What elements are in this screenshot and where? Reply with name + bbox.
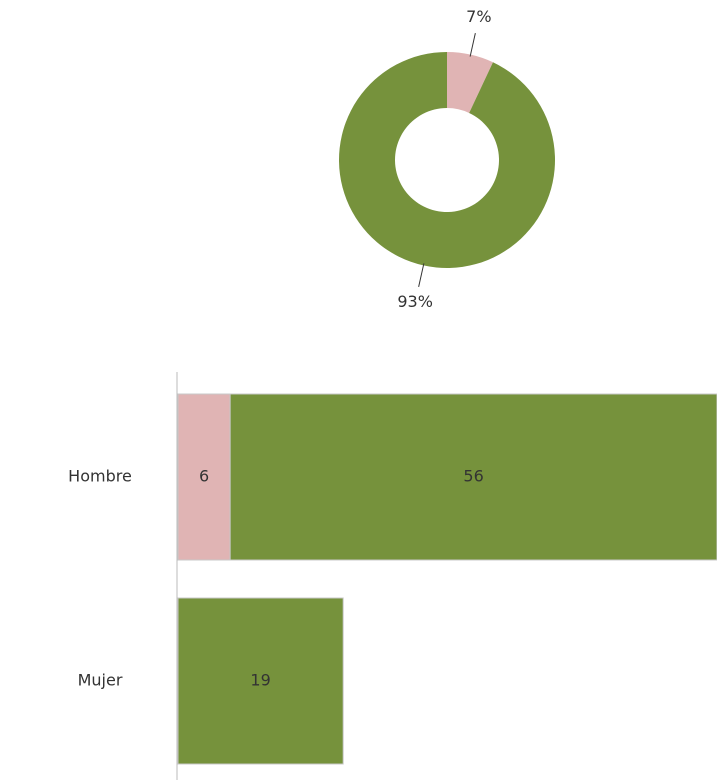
bar xyxy=(177,597,344,765)
donut-slice xyxy=(339,52,555,269)
leader-line xyxy=(469,33,476,57)
bar xyxy=(229,393,717,561)
donut-slice xyxy=(447,52,493,113)
bar xyxy=(177,393,231,561)
data-label: 6 xyxy=(199,467,209,486)
data-label: 7% xyxy=(466,7,491,26)
leader-line xyxy=(418,263,425,287)
data-label: 93% xyxy=(397,292,433,311)
category-label: Mujer xyxy=(78,671,123,690)
category-label: Hombre xyxy=(68,467,132,486)
data-label: 19 xyxy=(250,671,270,690)
data-label: 56 xyxy=(463,467,483,486)
